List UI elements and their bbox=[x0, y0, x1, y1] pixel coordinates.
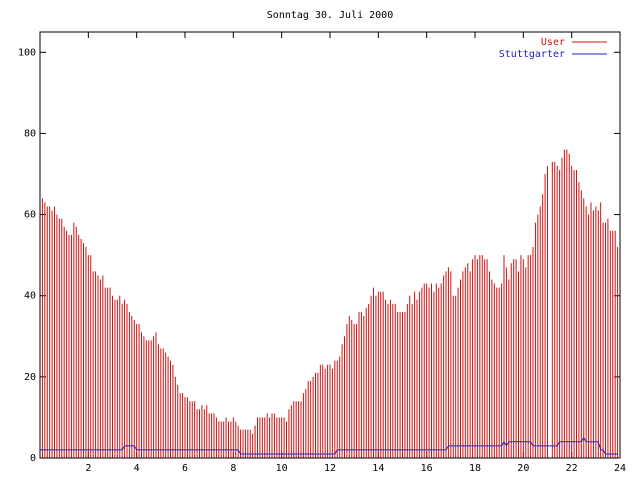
chart-title: Sonntag 30. Juli 2000 bbox=[267, 10, 393, 21]
x-tick-label: 6 bbox=[182, 463, 188, 474]
x-tick-label: 4 bbox=[134, 463, 140, 474]
x-tick-label: 24 bbox=[614, 463, 626, 474]
x-tick-label: 22 bbox=[566, 463, 578, 474]
x-tick-label: 18 bbox=[469, 463, 481, 474]
legend-label: Stuttgarter bbox=[499, 49, 565, 60]
x-tick-label: 20 bbox=[517, 463, 529, 474]
y-tick-label: 100 bbox=[18, 47, 36, 58]
x-tick-label: 14 bbox=[372, 463, 384, 474]
x-tick-label: 10 bbox=[276, 463, 288, 474]
x-tick-label: 8 bbox=[230, 463, 236, 474]
y-tick-label: 60 bbox=[24, 210, 36, 221]
y-tick-label: 80 bbox=[24, 128, 36, 139]
y-tick-label: 0 bbox=[30, 453, 36, 464]
legend-label: User bbox=[541, 37, 565, 48]
plot-border bbox=[39, 31, 621, 459]
series-line bbox=[40, 436, 618, 455]
x-tick-label: 2 bbox=[85, 463, 91, 474]
x-tick-label: 16 bbox=[421, 463, 433, 474]
x-tick-label: 12 bbox=[324, 463, 336, 474]
y-tick-label: 40 bbox=[24, 291, 36, 302]
y-tick-label: 20 bbox=[24, 372, 36, 383]
